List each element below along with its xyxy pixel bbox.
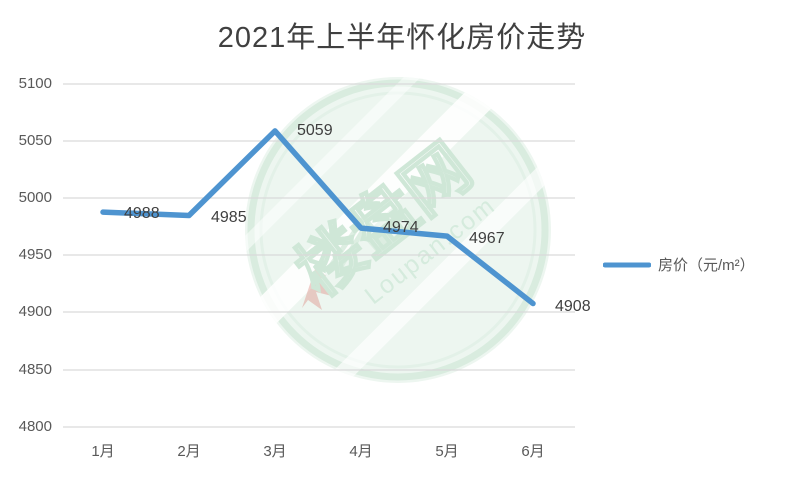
loupan-watermark: 楼盘网 Loupan.com	[245, 77, 551, 383]
data-label: 4988	[124, 205, 160, 222]
y-tick-label: 5050	[18, 132, 52, 149]
data-label: 4974	[383, 219, 419, 236]
y-tick-label: 4900	[18, 303, 52, 320]
watermark-logo-roof-icon	[328, 213, 390, 272]
x-tick-label: 4月	[349, 443, 373, 460]
data-label: 4908	[555, 298, 591, 315]
y-tick-label: 4850	[18, 361, 52, 378]
gridlines	[63, 83, 575, 428]
x-tick-label: 5月	[435, 443, 459, 460]
watermark-logo-arrow-icon	[302, 266, 332, 310]
price-line	[100, 128, 536, 307]
chart-title: 2021年上半年怀化房价走势	[217, 22, 587, 54]
legend-line-swatch-icon	[603, 262, 651, 267]
x-tick-label: 3月	[263, 443, 287, 460]
data-label: 5059	[297, 122, 333, 139]
y-tick-label: 5100	[18, 75, 52, 92]
y-tick-label: 4800	[18, 418, 52, 435]
x-tick-label: 2月	[177, 443, 201, 460]
legend-label: 房价（元/m²）	[658, 257, 755, 274]
x-tick-label: 6月	[521, 443, 545, 460]
legend: 房价（元/m²）	[603, 254, 755, 275]
data-label: 4985	[211, 209, 247, 226]
y-tick-label: 4950	[18, 246, 52, 263]
data-label: 4967	[469, 230, 505, 247]
y-tick-label: 5000	[18, 189, 52, 206]
x-tick-label: 1月	[91, 443, 115, 460]
